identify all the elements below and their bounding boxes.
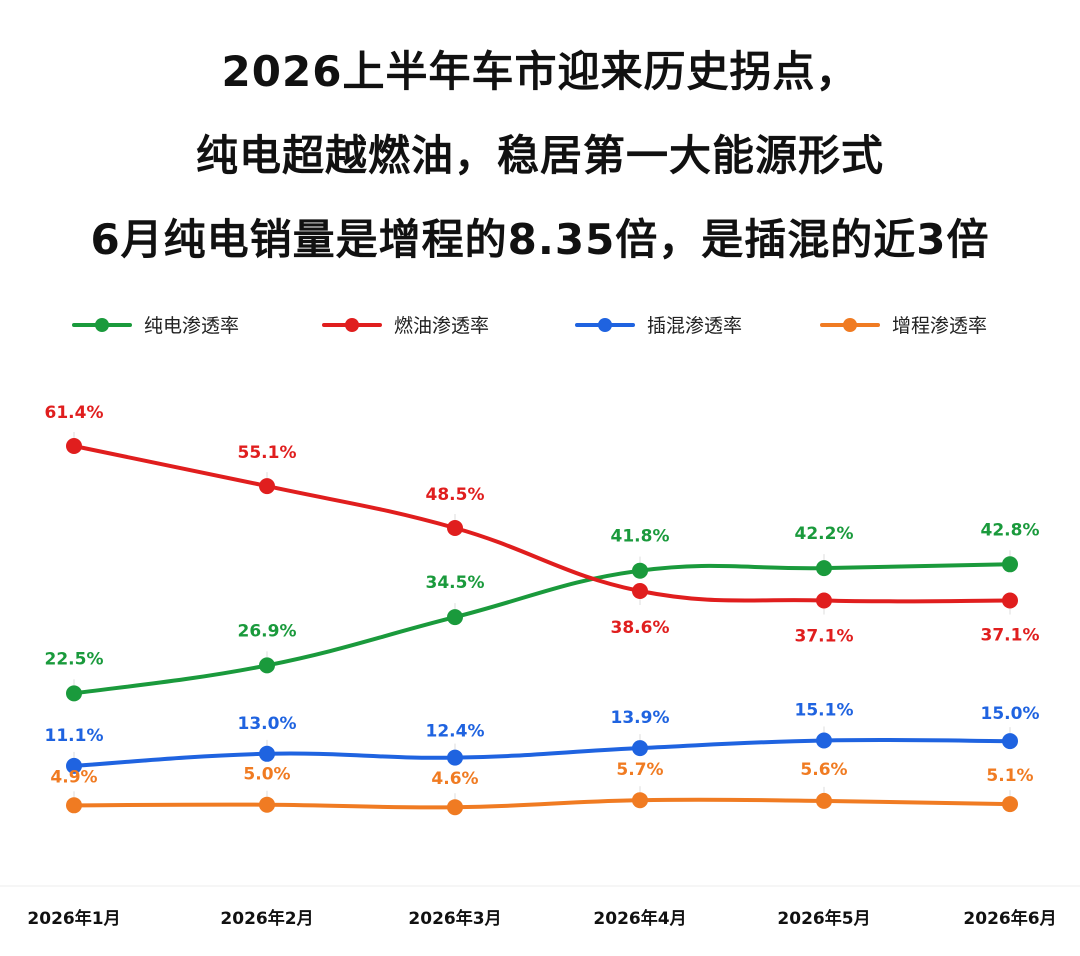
data-point <box>632 740 648 757</box>
data-label: 13.0% <box>238 714 297 734</box>
chart-title: 2026上半年车市迎来历史拐点， 纯电超越燃油，稳居第一大能源形式 6月纯电销量… <box>0 30 1080 282</box>
legend-marker <box>598 318 612 332</box>
data-point <box>632 792 648 809</box>
title-line-1: 2026上半年车市迎来历史拐点， <box>221 47 859 96</box>
data-point <box>1002 733 1018 750</box>
data-label: 26.9% <box>238 621 297 641</box>
series-1: 61.4% 55.1% 48.5% 38.6% 37.1% 37.1% <box>45 403 1040 647</box>
data-point <box>447 520 463 536</box>
data-label: 37.1% <box>981 626 1040 646</box>
data-label: 5.7% <box>616 760 663 780</box>
plot-area: 22.5% 26.9% 34.5% 41.8% 42.2% 42.8% 61.4% 55.1%… <box>45 403 1040 816</box>
data-point <box>632 562 648 579</box>
data-label: 42.2% <box>795 524 854 544</box>
legend-label: 燃油渗透率 <box>394 315 489 337</box>
data-label: 12.4% <box>426 722 485 742</box>
data-point <box>1002 556 1018 573</box>
data-point <box>816 592 832 609</box>
title-line-2: 纯电超越燃油，稳居第一大能源形式 <box>195 131 884 180</box>
legend-item: 增程渗透率 <box>820 315 987 337</box>
legend-label: 增程渗透率 <box>892 315 987 337</box>
data-label: 11.1% <box>45 726 104 746</box>
data-point <box>66 797 82 814</box>
data-label: 34.5% <box>426 573 485 593</box>
x-axis: 2026年1月 2026年2月 2026年3月 2026年4月 2026年5月 2026年… <box>0 885 1080 929</box>
data-point <box>816 792 832 809</box>
legend-marker <box>95 318 109 332</box>
data-label: 5.6% <box>800 760 847 780</box>
data-point <box>259 478 275 495</box>
legend-marker <box>345 318 359 332</box>
data-label: 15.1% <box>795 701 854 721</box>
data-point <box>259 657 275 674</box>
series-0: 22.5% 26.9% 34.5% 41.8% 42.2% 42.8% <box>45 520 1040 702</box>
legend-item: 插混渗透率 <box>575 315 742 337</box>
data-label: 37.1% <box>795 627 854 647</box>
data-label: 5.1% <box>986 766 1033 786</box>
data-label: 5.0% <box>243 765 290 785</box>
data-label: 42.8% <box>981 520 1040 540</box>
series-2: 11.1% 13.0% 12.4% 13.9% 15.1% 15.0% <box>45 701 1040 774</box>
data-point <box>259 796 275 813</box>
legend-label: 纯电渗透率 <box>144 315 239 337</box>
data-label: 22.5% <box>45 649 104 669</box>
data-point <box>66 757 82 774</box>
data-point <box>816 732 832 749</box>
data-label: 48.5% <box>426 485 485 505</box>
data-label: 15.0% <box>981 704 1040 724</box>
data-label: 61.4% <box>45 403 104 423</box>
series-line <box>72 797 1012 810</box>
legend-marker <box>843 318 857 332</box>
x-tick-label: 2026年6月 <box>963 908 1056 929</box>
data-point <box>447 799 463 816</box>
legend-item: 纯电渗透率 <box>72 315 239 337</box>
data-label: 13.9% <box>611 708 670 728</box>
series-line <box>72 443 1012 604</box>
x-tick-label: 2026年3月 <box>408 908 501 929</box>
data-point <box>66 685 82 702</box>
legend: 纯电渗透率 燃油渗透率 插混渗透率 增程渗透率 <box>72 315 987 337</box>
legend-label: 插混渗透率 <box>647 315 742 337</box>
data-point <box>447 609 463 626</box>
legend-item: 燃油渗透率 <box>322 315 489 337</box>
data-label: 4.9% <box>50 767 97 787</box>
data-point <box>632 583 648 599</box>
data-point <box>259 745 275 762</box>
title-line-3: 6月纯电销量是增程的8.35倍，是插混的近3倍 <box>90 215 990 264</box>
series-line <box>72 562 1012 696</box>
data-point <box>816 560 832 577</box>
data-point <box>66 438 82 454</box>
data-label: 41.8% <box>611 527 670 547</box>
data-point <box>1002 796 1018 813</box>
data-point <box>447 749 463 766</box>
x-tick-label: 2026年4月 <box>593 908 686 929</box>
x-tick-label: 2026年1月 <box>27 908 120 929</box>
data-label: 4.6% <box>431 769 478 789</box>
x-tick-label: 2026年5月 <box>777 908 870 929</box>
series-line <box>72 737 1012 768</box>
data-label: 55.1% <box>238 443 297 463</box>
data-label: 38.6% <box>611 618 670 638</box>
series-3: 4.9% 5.0% 4.6% 5.7% 5.6% 5.1% <box>50 760 1034 816</box>
x-tick-label: 2026年2月 <box>220 908 313 929</box>
data-point <box>1002 592 1018 609</box>
